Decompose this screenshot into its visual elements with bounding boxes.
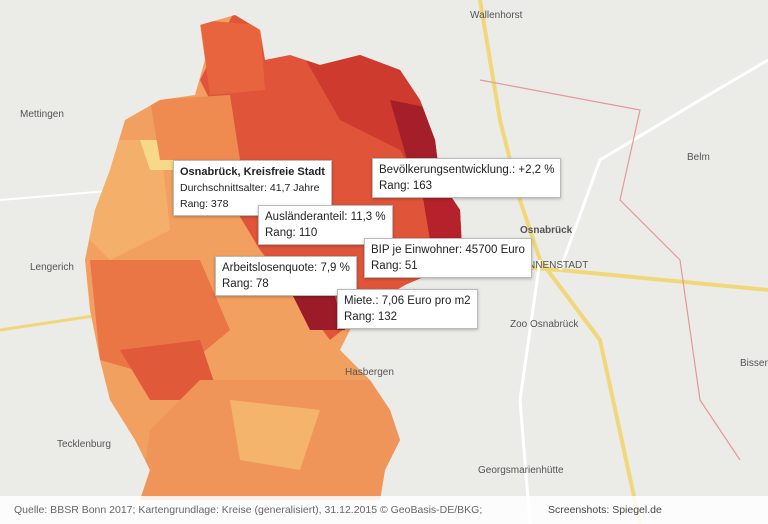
tooltip-line: Bevölkerungsentwicklung.: +2,2 % (379, 164, 555, 176)
place-label: Wallenhorst (470, 10, 523, 21)
tooltip: BIP je Einwohner: 45700 Euro Rang: 51 (364, 238, 532, 278)
tooltip: Bevölkerungsentwicklung.: +2,2 % Rang: 1… (372, 158, 562, 198)
tooltip-line: Rang: 51 (371, 260, 418, 272)
tooltip-line: BIP je Einwohner: 45700 Euro (371, 244, 525, 256)
tooltip-line: Durchschnittsalter: 41,7 Jahre (180, 182, 320, 194)
tooltip-line: Miete.: 7,06 Euro pro m2 (344, 295, 471, 307)
tooltip-title: Osnabrück, Kreisfreie Stadt (180, 166, 325, 178)
place-label: Osnabrück (520, 225, 573, 236)
tooltip: Arbeitslosenquote: 7,9 % Rang: 78 (215, 256, 357, 296)
place-label: Belm (687, 152, 710, 163)
footer: Quelle: BBSR Bonn 2017; Kartengrundlage:… (0, 496, 768, 524)
place-label: Zoo Osnabrück (510, 319, 579, 330)
tooltip-line: Arbeitslosenquote: 7,9 % (222, 262, 350, 274)
credit: Screenshots: Spiegel.de (548, 504, 662, 516)
map-labels: Wallenhorst Mettingen Belm Osnabrück NNE… (20, 10, 768, 476)
place-label: NNENSTADT (528, 260, 588, 271)
tooltip-line: Rang: 78 (222, 278, 269, 290)
place-label: Georgsmarienhütte (478, 465, 564, 476)
tooltip-line: Ausländeranteil: 11,3 % (265, 211, 386, 223)
tooltip-line: Rang: 378 (180, 198, 229, 210)
source-note: Quelle: BBSR Bonn 2017; Kartengrundlage:… (14, 504, 483, 516)
tooltip: Miete.: 7,06 Euro pro m2 Rang: 132 (337, 289, 478, 329)
tooltip-line: Rang: 163 (379, 180, 433, 192)
place-label: Hasbergen (345, 367, 394, 378)
place-label: Lengerich (30, 262, 74, 273)
place-label: Tecklenburg (57, 439, 111, 450)
place-label: Bissendorf (740, 358, 768, 369)
tooltip-line: Rang: 110 (265, 227, 318, 239)
tooltip-line: Rang: 132 (344, 311, 398, 323)
place-label: Mettingen (20, 109, 64, 120)
